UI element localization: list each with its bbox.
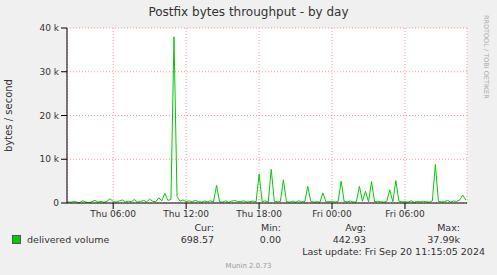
html-text:Avg:: Avg:	[345, 222, 366, 233]
html-text:Max:: Max:	[437, 222, 460, 233]
svg-text:Thu 06:00: Thu 06:00	[89, 209, 136, 219]
svg-text:Fri 00:00: Fri 00:00	[312, 209, 352, 219]
html-text:Munin 2.0.73: Munin 2.0.73	[225, 262, 272, 270]
svg-text:10 k: 10 k	[39, 154, 59, 164]
svg-text:0: 0	[53, 198, 59, 208]
html-text:0.00: 0.00	[259, 234, 281, 245]
html-text:Cur:: Cur:	[194, 222, 214, 233]
svg-text:20 k: 20 k	[39, 111, 59, 121]
svg-text:30 k: 30 k	[39, 67, 59, 77]
html-text:Last update: Fri Sep 20 11:15:: Last update: Fri Sep 20 11:15:05 2024	[302, 246, 485, 257]
html-text:delivered volume: delivered volume	[27, 234, 110, 245]
html-text:Postfix bytes throughput - by: Postfix bytes throughput - by day	[148, 5, 349, 19]
svg-text:Fri 06:00: Fri 06:00	[385, 209, 425, 219]
svg-text:bytes / second: bytes / second	[8, 79, 14, 152]
html-text:37.99k: 37.99k	[427, 234, 460, 245]
svg-text:Thu 18:00: Thu 18:00	[235, 209, 282, 219]
svg-text:RRDTOOL / TOBI OETIKER: RRDTOOL / TOBI OETIKER	[482, 15, 489, 99]
html-text:Min:: Min:	[260, 222, 281, 233]
html-text:698.57: 698.57	[180, 234, 214, 245]
svg-text:Thu 12:00: Thu 12:00	[162, 209, 209, 219]
svg-text:40 k: 40 k	[39, 23, 59, 33]
html-text:442.93: 442.93	[332, 234, 366, 245]
